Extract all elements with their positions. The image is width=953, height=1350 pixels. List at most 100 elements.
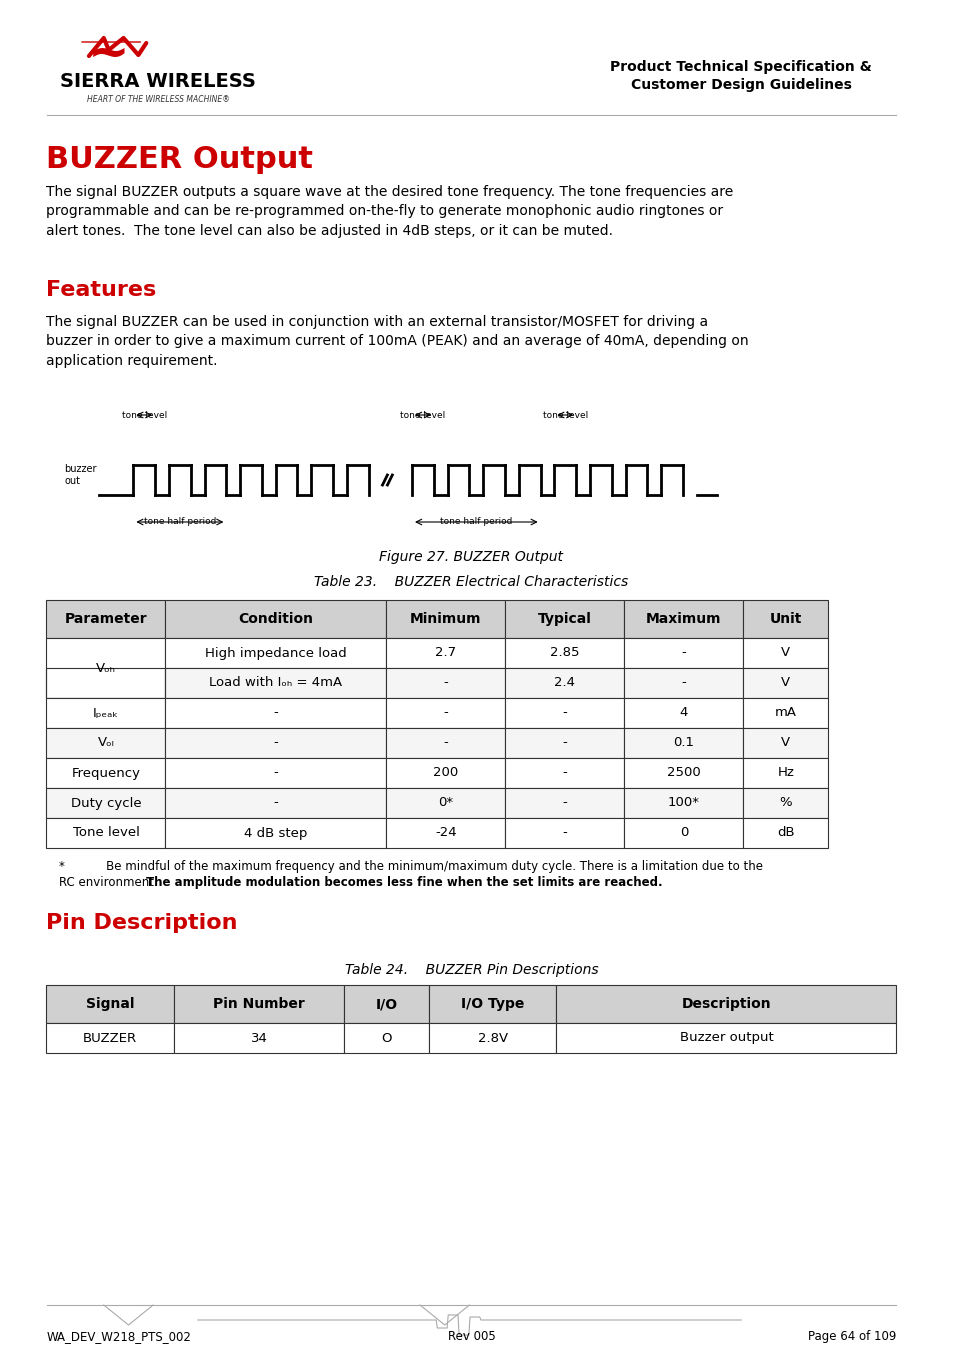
Text: I/O Type: I/O Type xyxy=(460,998,524,1011)
Text: -: - xyxy=(562,737,567,749)
Bar xyxy=(624,788,742,818)
Text: V: V xyxy=(781,737,790,749)
Text: -: - xyxy=(443,706,448,720)
Bar xyxy=(47,986,173,1023)
Text: 0*: 0* xyxy=(438,796,453,810)
Text: 2.7: 2.7 xyxy=(435,647,456,660)
Text: Parameter: Parameter xyxy=(65,612,147,626)
Text: 100*: 100* xyxy=(667,796,700,810)
Bar xyxy=(505,728,624,757)
Bar xyxy=(386,639,505,668)
Text: Duty cycle: Duty cycle xyxy=(71,796,141,810)
Bar xyxy=(742,757,827,788)
Bar xyxy=(165,757,386,788)
Text: -: - xyxy=(443,676,448,690)
Bar xyxy=(386,698,505,728)
Text: Unit: Unit xyxy=(769,612,801,626)
Text: 2500: 2500 xyxy=(666,767,700,779)
Bar xyxy=(742,668,827,698)
Text: Condition: Condition xyxy=(238,612,314,626)
Text: *           Be mindful of the maximum frequency and the minimum/maximum duty cyc: * Be mindful of the maximum frequency an… xyxy=(59,860,762,873)
Bar xyxy=(556,986,896,1023)
Text: tone level: tone level xyxy=(122,410,167,420)
Bar xyxy=(429,1023,556,1053)
Text: The signal BUZZER can be used in conjunction with an external transistor/MOSFET : The signal BUZZER can be used in conjunc… xyxy=(47,315,748,369)
Text: Pin Number: Pin Number xyxy=(213,998,305,1011)
Bar xyxy=(47,788,165,818)
Bar xyxy=(344,986,429,1023)
Bar xyxy=(47,599,165,639)
Text: O: O xyxy=(381,1031,392,1045)
Text: -: - xyxy=(562,706,567,720)
Text: tone level: tone level xyxy=(400,410,445,420)
Text: BUZZER Output: BUZZER Output xyxy=(47,144,314,174)
Text: -: - xyxy=(562,796,567,810)
Text: Vₒₕ: Vₒₕ xyxy=(96,662,116,675)
Bar xyxy=(742,788,827,818)
Bar xyxy=(742,818,827,848)
Text: tone half period: tone half period xyxy=(439,517,512,526)
Bar xyxy=(624,668,742,698)
Text: 0: 0 xyxy=(679,826,687,840)
Bar xyxy=(47,698,165,728)
Bar xyxy=(505,698,624,728)
Text: -: - xyxy=(443,737,448,749)
Bar xyxy=(429,986,556,1023)
Text: Iₚₑₐₖ: Iₚₑₐₖ xyxy=(92,706,119,720)
Bar xyxy=(505,757,624,788)
Text: mA: mA xyxy=(774,706,796,720)
Text: The amplitude modulation becomes less fine when the set limits are reached.: The amplitude modulation becomes less fi… xyxy=(146,876,662,890)
Text: -: - xyxy=(274,767,278,779)
Text: 4: 4 xyxy=(679,706,687,720)
Bar xyxy=(165,698,386,728)
Bar xyxy=(47,668,165,698)
Bar xyxy=(505,599,624,639)
Text: The signal BUZZER outputs a square wave at the desired tone frequency. The tone : The signal BUZZER outputs a square wave … xyxy=(47,185,733,238)
Text: Rev 005: Rev 005 xyxy=(447,1330,495,1343)
Text: Maximum: Maximum xyxy=(645,612,720,626)
Text: Tone level: Tone level xyxy=(72,826,139,840)
Bar xyxy=(624,757,742,788)
Text: V: V xyxy=(781,676,790,690)
Text: Vₒₗ: Vₒₗ xyxy=(97,737,114,749)
Text: Table 24.    BUZZER Pin Descriptions: Table 24. BUZZER Pin Descriptions xyxy=(344,963,598,977)
Text: 2.8V: 2.8V xyxy=(477,1031,507,1045)
Bar xyxy=(624,728,742,757)
Text: 4 dB step: 4 dB step xyxy=(244,826,307,840)
Bar xyxy=(556,1023,896,1053)
Text: tone half period: tone half period xyxy=(144,517,215,526)
Text: Pin Description: Pin Description xyxy=(47,913,237,933)
Text: Load with Iₒₕ = 4mA: Load with Iₒₕ = 4mA xyxy=(209,676,342,690)
Bar xyxy=(165,728,386,757)
Text: ~: ~ xyxy=(88,30,130,80)
Text: RC environment.: RC environment. xyxy=(59,876,162,890)
Bar xyxy=(386,728,505,757)
Bar xyxy=(386,757,505,788)
Bar xyxy=(624,599,742,639)
Text: Minimum: Minimum xyxy=(410,612,481,626)
Text: High impedance load: High impedance load xyxy=(205,647,347,660)
Bar xyxy=(173,986,344,1023)
Text: Table 23.    BUZZER Electrical Characteristics: Table 23. BUZZER Electrical Characterist… xyxy=(314,575,628,589)
Bar xyxy=(344,1023,429,1053)
Bar xyxy=(165,639,386,668)
Text: 0.1: 0.1 xyxy=(673,737,694,749)
Text: Frequency: Frequency xyxy=(71,767,140,779)
Text: V: V xyxy=(781,647,790,660)
Text: Figure 27. BUZZER Output: Figure 27. BUZZER Output xyxy=(379,549,563,564)
Text: SIERRA WIRELESS: SIERRA WIRELESS xyxy=(60,72,255,90)
Text: Hz: Hz xyxy=(777,767,794,779)
Text: -: - xyxy=(562,767,567,779)
Text: 200: 200 xyxy=(433,767,458,779)
Text: BUZZER: BUZZER xyxy=(83,1031,137,1045)
Text: Features: Features xyxy=(47,279,156,300)
Bar xyxy=(165,668,386,698)
Text: tone level: tone level xyxy=(542,410,587,420)
Bar xyxy=(742,599,827,639)
Text: HEART OF THE WIRELESS MACHINE®: HEART OF THE WIRELESS MACHINE® xyxy=(87,95,230,104)
Bar xyxy=(165,599,386,639)
Text: WA_DEV_W218_PTS_002: WA_DEV_W218_PTS_002 xyxy=(47,1330,192,1343)
Text: 2.85: 2.85 xyxy=(550,647,579,660)
Text: Customer Design Guidelines: Customer Design Guidelines xyxy=(630,78,851,92)
Bar xyxy=(47,757,165,788)
